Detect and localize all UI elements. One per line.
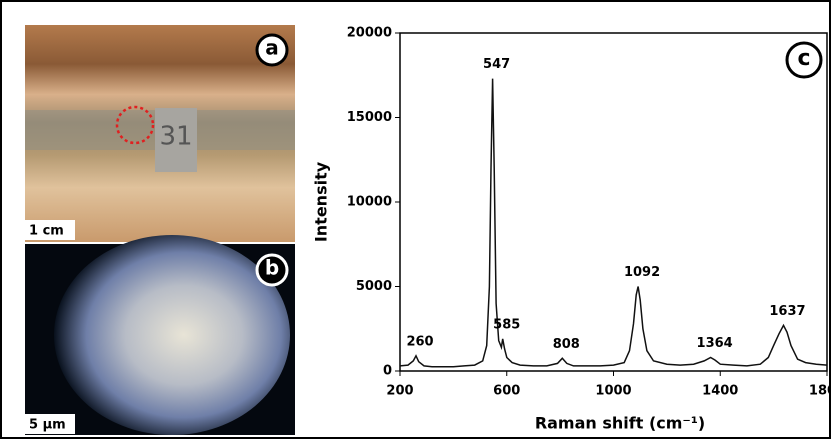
x-tick-label: 600 bbox=[493, 384, 520, 399]
x-axis-label: Raman shift (cm⁻¹) bbox=[535, 414, 705, 433]
peak-label: 260 bbox=[406, 334, 433, 349]
x-tick-label: 200 bbox=[386, 384, 413, 399]
peak-label: 547 bbox=[483, 57, 510, 72]
photo-b bbox=[54, 235, 290, 435]
x-tick-label: 1000 bbox=[595, 384, 631, 399]
peak-label: 585 bbox=[493, 317, 520, 332]
peak-label: 1637 bbox=[769, 304, 805, 319]
peak-label: 1092 bbox=[624, 265, 660, 280]
y-tick-label: 5000 bbox=[356, 279, 392, 294]
y-tick-label: 15000 bbox=[347, 110, 392, 125]
x-tick-label: 1400 bbox=[702, 384, 738, 399]
y-tick-label: 10000 bbox=[347, 195, 392, 210]
y-tick-label: 0 bbox=[383, 364, 392, 379]
figure: 31 a b c 1 cm 5 µm Intensity Raman shift… bbox=[0, 0, 831, 439]
y-tick-label: 20000 bbox=[347, 26, 392, 41]
peak-label: 808 bbox=[553, 337, 580, 352]
panel-label: c bbox=[797, 46, 810, 71]
scale-bar-label: 5 µm bbox=[29, 418, 66, 433]
panel-label: b bbox=[265, 256, 279, 280]
y-axis-label: Intensity bbox=[312, 161, 331, 242]
x-tick-label: 1800 bbox=[809, 384, 831, 399]
sample-marking: 31 bbox=[159, 122, 192, 152]
peak-label: 1364 bbox=[697, 336, 733, 351]
panel-label: a bbox=[265, 36, 279, 60]
scale-bar-label: 1 cm bbox=[29, 224, 64, 239]
